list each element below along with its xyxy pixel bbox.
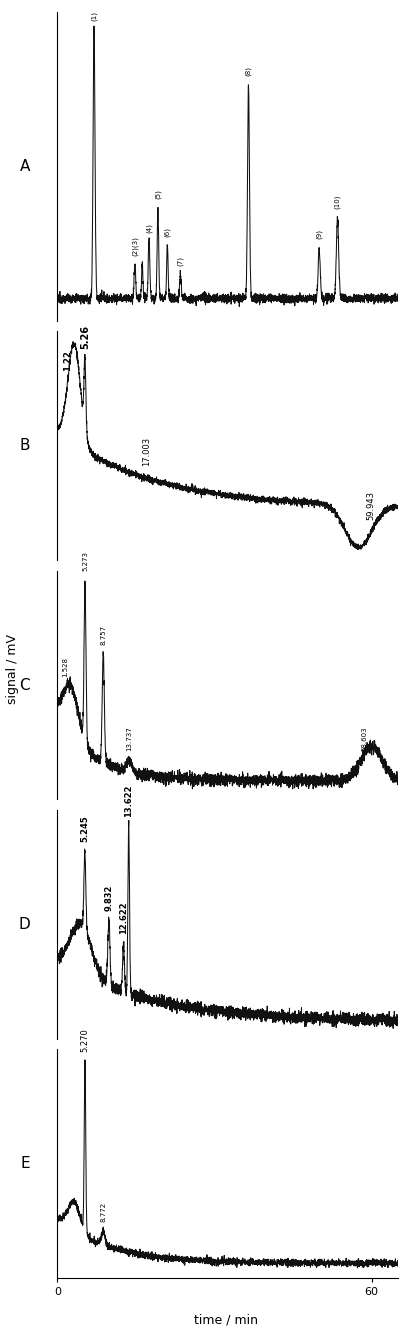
Text: 8.757: 8.757 (100, 624, 106, 644)
Text: 59.943: 59.943 (366, 491, 375, 520)
Text: 13.622: 13.622 (124, 785, 133, 817)
Text: 8.772: 8.772 (100, 1202, 106, 1222)
Text: 5.245: 5.245 (80, 816, 89, 842)
Text: 5.273: 5.273 (82, 551, 88, 571)
Text: B: B (20, 439, 30, 453)
Text: (7): (7) (177, 257, 183, 266)
Text: (4): (4) (146, 223, 152, 233)
Text: D: D (18, 917, 30, 932)
Text: 13.737: 13.737 (126, 726, 132, 751)
Text: 5.270: 5.270 (80, 1028, 89, 1051)
Text: C: C (20, 678, 30, 693)
Text: 17.003: 17.003 (142, 437, 151, 467)
Text: E: E (20, 1157, 30, 1171)
Text: (5): (5) (154, 189, 161, 199)
Text: (8): (8) (245, 67, 251, 76)
Text: signal / mV: signal / mV (6, 634, 19, 703)
Text: 9.832: 9.832 (104, 885, 113, 912)
Text: A: A (20, 159, 30, 174)
Text: (2)(3): (2)(3) (131, 235, 138, 255)
Text: 5.26: 5.26 (80, 325, 90, 349)
Text: 12.622: 12.622 (119, 901, 128, 935)
Text: 1.528: 1.528 (62, 656, 68, 677)
Text: (9): (9) (315, 229, 321, 239)
Text: 1.22: 1.22 (63, 350, 72, 372)
Text: (1): (1) (90, 11, 97, 20)
Text: time / min: time / min (193, 1313, 257, 1326)
Text: (6): (6) (164, 227, 170, 237)
Text: (10): (10) (333, 195, 340, 209)
Text: 58.603: 58.603 (360, 726, 366, 750)
